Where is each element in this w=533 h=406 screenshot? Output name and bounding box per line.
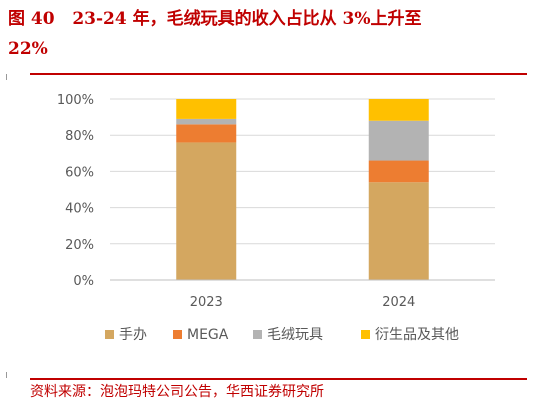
bar-segment <box>368 120 429 161</box>
legend-swatch <box>173 330 182 339</box>
gridlines <box>110 98 495 245</box>
x-tick-label: 2024 <box>382 295 415 310</box>
title-line-2: 22% <box>8 39 48 59</box>
legend-swatch <box>105 330 114 339</box>
bar-segment <box>176 99 237 119</box>
figure-number: 图 40 <box>8 9 55 29</box>
stacked-bar-chart: 0% 20% 40% 60% 80% 100% 2023 2024 手办 MEGA 毛绒玩具 衍生品… <box>57 93 495 343</box>
source-note: 资料来源：泡泡玛特公司公告，华西证券研究所 <box>30 384 324 400</box>
bar-segment <box>368 160 429 183</box>
y-tick-label: 40% <box>65 202 94 217</box>
bar-segment <box>176 124 237 143</box>
bars <box>176 99 429 280</box>
y-tick-label: 20% <box>65 238 94 253</box>
legend-swatch <box>361 330 370 339</box>
bar-segment <box>368 99 429 121</box>
title-line-1: 23-24 年，毛绒玩具的收入占比从 3%上升至 <box>72 9 422 29</box>
source-divider <box>30 378 527 380</box>
bar-segment <box>176 142 237 280</box>
title-divider <box>30 73 527 75</box>
legend-label: 衍生品及其他 <box>375 327 459 343</box>
y-tick-label: 60% <box>65 165 94 180</box>
corner-mark-bottom <box>6 372 7 378</box>
y-tick-label: 100% <box>57 93 94 108</box>
y-tick-label: 80% <box>65 129 94 144</box>
y-tick-label: 0% <box>73 274 94 289</box>
x-tick-label: 2023 <box>190 295 223 310</box>
axes: 0% 20% 40% 60% 80% 100% 2023 2024 <box>57 93 495 310</box>
legend-label: MEGA <box>187 327 229 343</box>
legend-label: 手办 <box>119 327 147 343</box>
legend-swatch <box>253 330 262 339</box>
bar-segment <box>368 182 429 280</box>
corner-mark-top <box>6 74 7 80</box>
legend: 手办 MEGA 毛绒玩具 衍生品及其他 <box>105 327 459 343</box>
figure-title: 图 40 23-24 年，毛绒玩具的收入占比从 3%上升至 22% <box>8 4 523 64</box>
chart-area: 0% 20% 40% 60% 80% 100% 2023 2024 手办 MEGA 毛绒玩具 衍生品… <box>0 80 533 370</box>
legend-label: 毛绒玩具 <box>267 327 323 343</box>
bar-segment <box>176 118 237 125</box>
